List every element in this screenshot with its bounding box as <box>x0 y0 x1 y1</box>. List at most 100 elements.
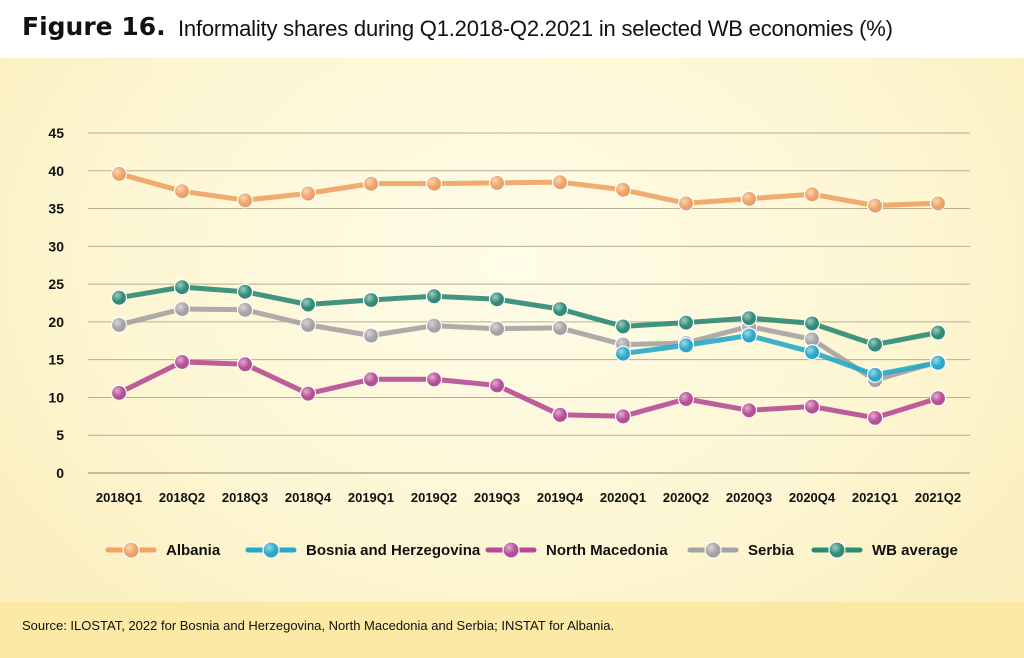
data-point-albania <box>173 183 191 200</box>
data-point-north-macedonia <box>488 377 506 394</box>
series-line-bosnia-and-herzegovina <box>620 333 941 378</box>
x-tick-label: 2020Q3 <box>726 490 772 505</box>
data-point-serbia <box>173 300 191 318</box>
data-point-wb-average <box>929 324 947 341</box>
figure-header: Figure 16. Informality shares during Q1.… <box>0 0 1024 58</box>
x-tick-label: 2021Q1 <box>852 490 898 505</box>
data-point-bosnia-and-herzegovina <box>614 345 632 362</box>
y-tick-label: 5 <box>56 427 64 443</box>
x-tick-label: 2019Q1 <box>348 490 394 505</box>
data-point-albania <box>866 197 884 214</box>
x-tick-label: 2019Q4 <box>537 490 584 505</box>
data-point-north-macedonia <box>110 384 128 402</box>
x-tick-label: 2021Q2 <box>915 490 961 505</box>
data-point-wb-average <box>866 336 884 353</box>
legend-label: WB average <box>872 542 958 559</box>
data-point-albania <box>110 165 128 182</box>
line-chart: 0 5 10 15 20 25 30 35 40 45 2018Q1 2018Q2 2018Q3 201… <box>48 125 970 559</box>
data-point-serbia <box>236 301 254 318</box>
y-tick-label: 20 <box>48 314 64 330</box>
data-point-bosnia-and-herzegovina <box>929 354 947 371</box>
data-point-wb-average <box>362 291 380 309</box>
series-line-albania <box>116 171 941 208</box>
legend-item-bosnia-and-herzegovina: Bosnia and Herzegovina <box>245 541 481 559</box>
x-tick-label: 2018Q3 <box>222 490 268 505</box>
data-point-north-macedonia <box>866 409 884 426</box>
data-point-albania <box>362 175 380 192</box>
legend-label: Serbia <box>748 542 795 559</box>
y-tick-label: 30 <box>48 238 64 254</box>
legend-label: Albania <box>166 542 221 559</box>
data-point-wb-average <box>173 279 191 296</box>
legend-item-albania: Albania <box>105 541 221 559</box>
y-tick-label: 45 <box>48 125 64 141</box>
data-point-north-macedonia <box>299 385 317 402</box>
data-point-serbia <box>551 319 569 337</box>
legend-item-serbia: Serbia <box>687 541 795 559</box>
data-point-wb-average <box>425 288 443 305</box>
data-point-serbia <box>110 316 128 334</box>
x-tick-label: 2020Q4 <box>789 490 836 505</box>
y-tick-label: 15 <box>48 352 64 368</box>
series-line-north-macedonia <box>116 359 941 421</box>
data-point-albania <box>488 174 506 191</box>
series-line-wb-average <box>116 284 941 348</box>
data-point-wb-average <box>614 318 632 335</box>
x-axis-tick-labels: 2018Q1 2018Q2 2018Q3 2018Q4 2019Q1 2019Q2 2019… <box>96 490 961 505</box>
data-point-albania <box>299 185 317 202</box>
data-point-bosnia-and-herzegovina <box>866 366 884 383</box>
data-point-bosnia-and-herzegovina <box>803 344 821 361</box>
legend-item-wb-average: WB average <box>811 541 958 559</box>
x-tick-label: 2018Q1 <box>96 490 142 505</box>
data-point-serbia <box>488 320 506 337</box>
legend-label: North Macedonia <box>546 542 668 559</box>
data-point-albania <box>929 195 947 212</box>
x-tick-label: 2020Q2 <box>663 490 709 505</box>
data-point-north-macedonia <box>236 356 254 373</box>
y-tick-label: 40 <box>48 163 64 179</box>
x-tick-label: 2020Q1 <box>600 490 646 505</box>
y-axis-tick-labels: 0 5 10 15 20 25 30 35 40 45 <box>48 125 64 481</box>
data-point-bosnia-and-herzegovina <box>677 337 695 354</box>
data-point-north-macedonia <box>425 371 443 388</box>
data-point-wb-average <box>299 296 317 313</box>
legend: Albania Bosnia and Herzegovina North Maced… <box>105 541 958 559</box>
data-point-north-macedonia <box>551 406 569 423</box>
x-tick-label: 2018Q4 <box>285 490 332 505</box>
series-points <box>110 165 947 426</box>
data-point-serbia <box>362 327 380 344</box>
data-point-wb-average <box>740 310 758 327</box>
data-point-albania <box>740 190 758 207</box>
y-tick-label: 35 <box>48 201 64 217</box>
data-point-north-macedonia <box>614 408 632 425</box>
data-point-serbia <box>299 316 317 334</box>
data-point-albania <box>677 195 695 212</box>
series-line-serbia <box>116 306 941 383</box>
data-point-north-macedonia <box>740 402 758 419</box>
legend-item-north-macedonia: North Macedonia <box>485 541 668 559</box>
source-note: Source: ILOSTAT, 2022 for Bosnia and Her… <box>22 618 615 633</box>
data-point-bosnia-and-herzegovina <box>740 327 758 344</box>
series-lines <box>116 171 941 421</box>
figure-title: Informality shares during Q1.2018-Q2.202… <box>178 16 893 41</box>
data-point-wb-average <box>677 314 695 331</box>
x-tick-label: 2018Q2 <box>159 490 205 505</box>
figure-label: Figure 16. <box>22 12 166 41</box>
source-bar <box>0 602 1024 658</box>
legend-label: Bosnia and Herzegovina <box>306 542 481 559</box>
data-point-albania <box>551 174 569 191</box>
data-point-albania <box>614 181 632 198</box>
data-point-north-macedonia <box>362 371 380 388</box>
y-tick-label: 0 <box>56 465 64 481</box>
data-point-wb-average <box>236 283 254 300</box>
data-point-albania <box>425 175 443 192</box>
data-point-north-macedonia <box>173 353 191 371</box>
data-point-serbia <box>425 317 443 334</box>
data-point-wb-average <box>488 291 506 308</box>
data-point-north-macedonia <box>677 390 695 408</box>
x-tick-label: 2019Q3 <box>474 490 520 505</box>
data-point-wb-average <box>803 315 821 332</box>
y-tick-label: 10 <box>48 389 64 405</box>
y-tick-label: 25 <box>48 276 64 292</box>
data-point-north-macedonia <box>803 398 821 415</box>
